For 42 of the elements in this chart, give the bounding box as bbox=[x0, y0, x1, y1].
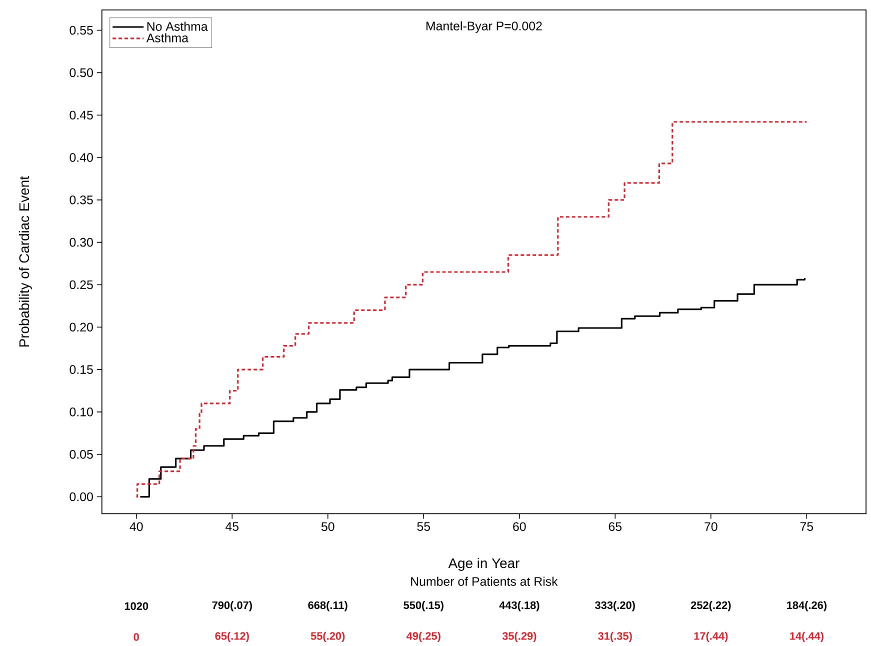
x-tick-label: 65 bbox=[608, 522, 622, 532]
text: 1020 bbox=[124, 602, 148, 610]
x-tick-label: 40 bbox=[130, 522, 143, 532]
annotation: Mantel-Byar P=0.002 bbox=[426, 21, 542, 33]
x-tick-label: 45 bbox=[225, 522, 238, 531]
y-axis-title: Probability of Cardiac Event bbox=[18, 176, 32, 347]
text: 0 bbox=[134, 633, 139, 641]
x-tick-label: 55 bbox=[417, 522, 430, 531]
text: 668(.11) bbox=[308, 601, 348, 612]
text: 49(.25) bbox=[406, 632, 440, 642]
y-tick-label: 0.10 bbox=[70, 408, 93, 416]
y-tick-label: 0.55 bbox=[70, 26, 93, 35]
y-tick-label: 0.50 bbox=[70, 68, 93, 78]
text: 252(.22) bbox=[690, 601, 731, 612]
text: 790(.07) bbox=[212, 601, 252, 612]
x-tick-label: 70 bbox=[704, 522, 718, 532]
y-tick-label: 0.25 bbox=[70, 280, 93, 290]
y-tick-label: 0.15 bbox=[70, 365, 93, 374]
text: 14(.44) bbox=[790, 632, 824, 642]
text: 443(.18) bbox=[499, 601, 540, 612]
y-tick-label: 0.00 bbox=[70, 492, 93, 502]
y-tick-label: 0.20 bbox=[70, 322, 93, 332]
text: 55(.20) bbox=[310, 632, 345, 642]
y-tick-label: 0.40 bbox=[70, 153, 93, 162]
y-tick-label: 0.30 bbox=[70, 238, 93, 247]
legend-label: No Asthma bbox=[147, 22, 208, 31]
text: 333(.20) bbox=[595, 601, 635, 612]
x-tick-label: 60 bbox=[513, 522, 526, 532]
text: 550(.15) bbox=[404, 601, 444, 612]
y-tick-label: 0.45 bbox=[70, 110, 93, 120]
text: 184(.26) bbox=[787, 601, 827, 612]
x-tick-label: 75 bbox=[800, 522, 814, 531]
text: Number of Patients at Risk bbox=[411, 576, 558, 586]
x-axis-title: Age in Year bbox=[448, 558, 520, 571]
legend-label: Asthma bbox=[146, 33, 188, 42]
x-tick-label: 50 bbox=[321, 522, 334, 532]
text: 31(.35) bbox=[598, 632, 632, 642]
y-tick-label: 0.05 bbox=[70, 450, 93, 459]
text: 65(.12) bbox=[215, 632, 249, 642]
y-tick-label: 0.35 bbox=[70, 196, 93, 204]
text: 35(.29) bbox=[502, 632, 536, 642]
text: 17(.44) bbox=[694, 632, 728, 642]
